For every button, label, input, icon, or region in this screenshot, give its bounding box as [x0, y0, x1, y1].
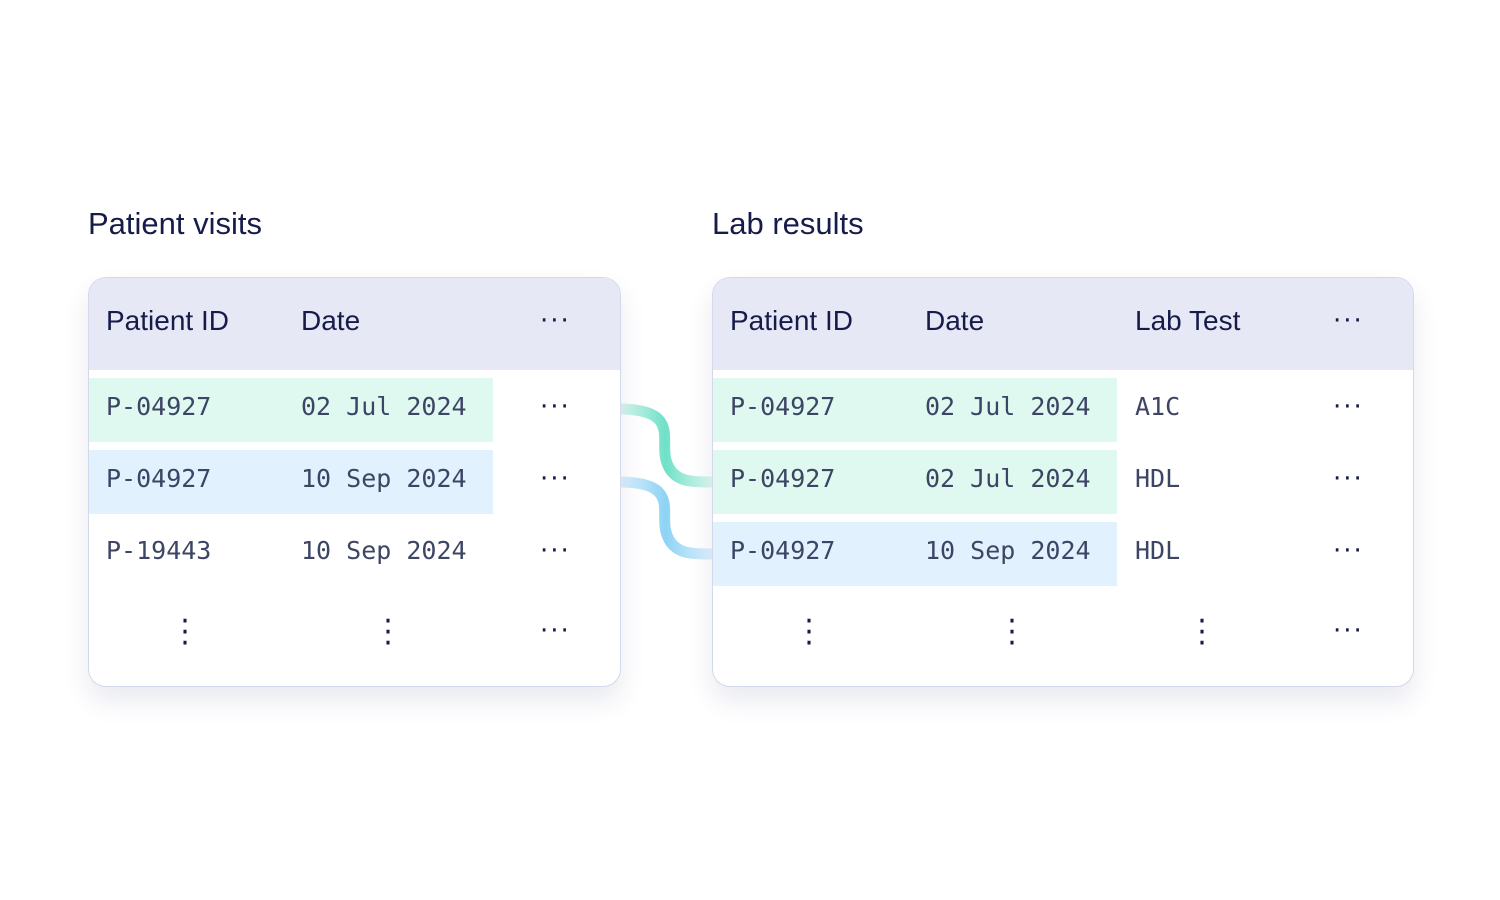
cell-patient-id: P-04927 [730, 392, 836, 421]
cell-date: 10 Sep 2024 [301, 464, 467, 493]
table-row[interactable]: P-04927 02 Jul 2024 ··· [89, 378, 620, 442]
table-row[interactable]: P-19443 10 Sep 2024 ··· [89, 522, 620, 586]
row-highlight [713, 450, 1117, 514]
cell-patient-id: P-04927 [106, 464, 212, 493]
more-columns-icon[interactable]: ··· [1333, 306, 1364, 336]
row-highlight [89, 450, 493, 514]
link-visit2-lab3 [618, 476, 713, 560]
column-header-patient-id[interactable]: Patient ID [730, 305, 853, 336]
cell-date: 10 Sep 2024 [301, 536, 467, 565]
cell-lab-test: HDL [1135, 536, 1181, 565]
row-highlight [713, 378, 1117, 442]
column-header-patient-id[interactable]: Patient ID [106, 305, 229, 336]
row-more-icon[interactable]: ··· [540, 616, 571, 646]
more-rows-icon: · · · [180, 604, 190, 661]
row-more-icon[interactable]: ··· [1333, 392, 1364, 422]
row-more-icon[interactable]: ··· [1333, 536, 1364, 566]
more-rows-icon: · · · [1007, 604, 1017, 661]
cell-patient-id: P-19443 [106, 536, 212, 565]
patient-visits-table: Patient ID Date ··· P-04927 02 Jul 2024 … [88, 277, 621, 687]
cell-patient-id: P-04927 [106, 392, 212, 421]
row-more-icon[interactable]: ··· [540, 464, 571, 494]
table-row[interactable]: P-04927 10 Sep 2024 ··· [89, 450, 620, 514]
right-panel-title: Lab results [712, 206, 864, 241]
lab-results-table: Patient ID Date Lab Test ··· P-04927 02 … [712, 277, 1414, 687]
row-highlight [713, 522, 1117, 586]
row-more-icon[interactable]: ··· [1333, 616, 1364, 646]
cell-lab-test: HDL [1135, 464, 1181, 493]
table-row[interactable]: P-04927 02 Jul 2024 A1C ··· [713, 378, 1413, 442]
continuation-row: · · · · · · · · · ··· [713, 604, 1413, 672]
more-columns-icon[interactable]: ··· [540, 306, 571, 336]
more-rows-icon: · · · [383, 604, 393, 661]
column-header-lab-test[interactable]: Lab Test [1135, 305, 1241, 336]
link-visit1-lab2 [618, 403, 713, 488]
row-more-icon[interactable]: ··· [540, 392, 571, 422]
cell-patient-id: P-04927 [730, 464, 836, 493]
table-row[interactable]: P-04927 10 Sep 2024 HDL ··· [713, 522, 1413, 586]
cell-patient-id: P-04927 [730, 536, 836, 565]
left-panel-title: Patient visits [88, 206, 263, 241]
row-more-icon[interactable]: ··· [1333, 464, 1364, 494]
cell-date: 02 Jul 2024 [925, 464, 1091, 493]
column-header-date[interactable]: Date [925, 305, 985, 336]
cell-date: 10 Sep 2024 [925, 536, 1091, 565]
more-rows-icon: · · · [804, 604, 814, 661]
column-header-date[interactable]: Date [301, 305, 361, 336]
table-row[interactable]: P-04927 02 Jul 2024 HDL ··· [713, 450, 1413, 514]
cell-date: 02 Jul 2024 [925, 392, 1091, 421]
more-rows-icon: · · · [1197, 604, 1207, 661]
row-more-icon[interactable]: ··· [540, 536, 571, 566]
continuation-row: · · · · · · ··· [89, 604, 620, 672]
cell-lab-test: A1C [1135, 392, 1181, 421]
table-header: Patient ID Date Lab Test ··· [713, 278, 1413, 370]
row-highlight [89, 378, 493, 442]
cell-date: 02 Jul 2024 [301, 392, 467, 421]
table-header: Patient ID Date ··· [89, 278, 620, 370]
